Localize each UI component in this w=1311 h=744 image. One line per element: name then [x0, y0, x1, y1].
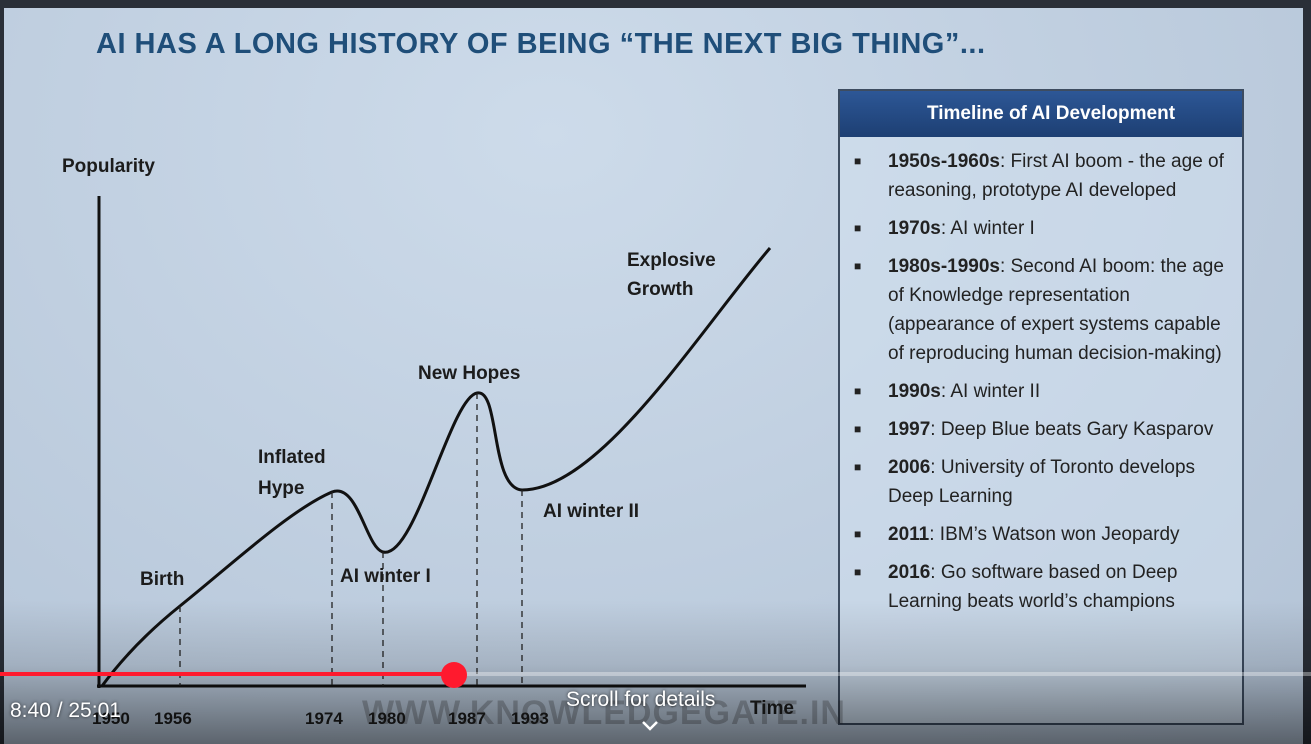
label-ai-winter-1: AI winter I [340, 566, 431, 587]
timeline-item: ■ 1950s-1960s: First AI boom - the age of… [854, 147, 1232, 205]
timeline-year: 1997 [888, 419, 931, 440]
bullet-icon: ■ [854, 422, 862, 436]
bullet-icon: ■ [854, 154, 862, 168]
timeline-item: ■ 1980s-1990s: Second AI boom: the age of… [854, 252, 1232, 368]
popularity-curve [100, 247, 772, 687]
bullet-icon: ■ [854, 259, 862, 273]
progress-played [0, 672, 454, 676]
scrubber-handle[interactable] [440, 662, 467, 688]
timeline-text: : IBM’s Watson won Jeopardy [929, 524, 1180, 545]
label-ai-winter-2: AI winter II [543, 501, 639, 522]
time-display: 8:40 / 25:01 [10, 699, 121, 722]
slide-title: AI HAS A LONG HISTORY OF BEING “THE NEXT… [96, 28, 986, 60]
timeline-year: 1990s [888, 381, 941, 402]
timeline-year: 2016 [888, 562, 931, 583]
timeline-list: ■ 1950s-1960s: First AI boom - the age of… [840, 137, 1242, 616]
timeline-year: 2011 [888, 524, 930, 545]
timeline-year: 1950s-1960s [888, 151, 1000, 172]
bullet-icon: ■ [854, 565, 862, 579]
timeline-item: ■ 1997: Deep Blue beats Gary Kasparov [854, 415, 1232, 444]
timeline-text: : First AI boom - the age of reasoning, … [888, 151, 1224, 201]
timeline-text: : AI winter I [940, 218, 1035, 239]
timeline-text: : AI winter II [940, 381, 1041, 402]
timeline-item: ■ 1990s: AI winter II [854, 377, 1232, 406]
label-new-hopes: New Hopes [418, 363, 520, 384]
timeline-text: : Second AI boom: the age of Knowledge r… [888, 256, 1224, 364]
x-tick-1956: 1956 [154, 709, 192, 728]
scroll-for-details-button[interactable]: Scroll for details [566, 688, 716, 711]
y-axis-label: Popularity [62, 156, 155, 177]
label-inflated-hype-line2: Hype [258, 478, 304, 499]
timeline-item: ■ 2016: Go software based on Deep Learnin… [854, 558, 1232, 616]
bullet-icon: ■ [854, 384, 862, 398]
label-inflated-hype-line1: Inflated [258, 447, 326, 468]
timeline-text: : Deep Blue beats Gary Kasparov [930, 419, 1214, 440]
timeline-panel: Timeline of AI Development ■ 1950s-1960s:… [838, 89, 1244, 725]
bullet-icon: ■ [854, 527, 862, 541]
slide-border [0, 0, 4, 744]
timeline-item: ■ 2006: University of Toronto develops De… [854, 453, 1232, 511]
progress-bar[interactable] [0, 672, 1311, 676]
timeline-year: 1980s-1990s [888, 256, 1000, 277]
bullet-icon: ■ [854, 221, 862, 235]
hype-cycle-chart: Popularity Time Birth Inflated Hype AI w… [62, 156, 806, 728]
slide-border [0, 0, 1311, 8]
timeline-text: : Go software based on Deep Learning bea… [888, 562, 1178, 612]
chevron-down-icon[interactable] [641, 720, 659, 732]
bullet-icon: ■ [854, 460, 862, 474]
timeline-year: 2006 [888, 457, 931, 478]
timeline-text: : University of Toronto develops Deep Le… [888, 457, 1196, 507]
label-birth: Birth [140, 569, 184, 590]
timeline-header: Timeline of AI Development [840, 91, 1242, 137]
timeline-item: ■ 2011: IBM’s Watson won Jeopardy [854, 520, 1232, 549]
timeline-item: ■ 1970s: AI winter I [854, 214, 1232, 243]
timeline-year: 1970s [888, 218, 941, 239]
label-explosive-growth-line1: Explosive [627, 250, 716, 271]
label-explosive-growth-line2: Growth [627, 279, 694, 300]
x-tick-1974: 1974 [305, 709, 343, 728]
slide-border [1303, 0, 1311, 744]
